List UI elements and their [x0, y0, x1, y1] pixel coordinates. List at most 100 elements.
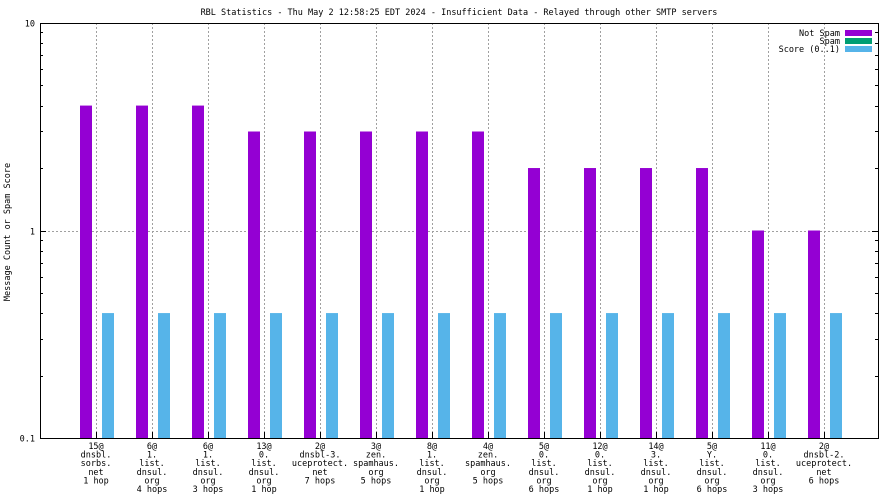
not-spam-bar: [472, 131, 484, 438]
x-tick-label-line: 3@: [371, 442, 381, 452]
score-bar: [158, 313, 170, 438]
x-tick-label-line: org: [368, 468, 383, 478]
not-spam-bar: [192, 105, 204, 439]
x-tick-label-line: 4 hops: [137, 485, 168, 495]
not-spam-bar: [304, 131, 316, 438]
x-tick-label-line: 5@: [707, 442, 717, 452]
x-tick-label-line: dnsbl-3.: [300, 451, 341, 461]
x-tick-label-line: 15@: [88, 442, 103, 452]
x-tick-label-line: 1.: [427, 451, 437, 461]
score-bar: [326, 313, 338, 438]
x-tick-label-line: 5 hops: [473, 476, 504, 486]
x-tick-label-line: 13@: [256, 442, 271, 452]
x-tick-label-line: list.: [251, 459, 277, 469]
x-tick-label-line: dnsul.: [417, 468, 448, 478]
x-tick-label-line: 0.: [595, 451, 605, 461]
x-tick-label-line: spamhaus.: [353, 459, 399, 469]
x-tick-label-line: zen.: [478, 451, 498, 461]
x-tick-label-line: list.: [531, 459, 557, 469]
x-tick-label: 5@ 0. list. dnsul. org 6 hops: [529, 442, 560, 495]
x-tick-label-line: 11@: [760, 442, 775, 452]
x-tick-label-line: 0.: [259, 451, 269, 461]
x-tick-label-line: uceprotect.: [292, 459, 348, 469]
not-spam-bar: [752, 230, 764, 438]
x-tick-label: 6@ 1. list. dnsul. org 3 hops: [193, 442, 224, 495]
x-tick-label-line: dnsul.: [697, 468, 728, 478]
legend-label: Spam: [820, 37, 840, 47]
x-tick-label-line: 3 hops: [193, 485, 224, 495]
x-tick-label-line: net: [88, 468, 103, 478]
x-tick-label-line: net: [312, 468, 327, 478]
y-tick-label: 10: [25, 20, 35, 30]
x-tick-label-line: 5@: [539, 442, 549, 452]
x-tick-label: 2@ dnsbl-3. uceprotect. net 7 hops: [292, 442, 348, 486]
not-spam-bar: [696, 168, 708, 439]
x-tick-label-line: 3.: [651, 451, 661, 461]
x-tick-label-line: org: [144, 476, 159, 486]
x-tick-label-line: zen.: [366, 451, 386, 461]
score-bar: [718, 313, 730, 438]
not-spam-bar: [416, 131, 428, 438]
not-spam-bar: [528, 168, 540, 439]
x-tick-label-line: net: [816, 468, 831, 478]
x-tick-label: 14@ 3. list. dnsul. org 1 hop: [641, 442, 672, 495]
x-tick-label-line: org: [424, 476, 439, 486]
not-spam-bar: [584, 168, 596, 439]
x-tick-label-line: 12@: [592, 442, 607, 452]
x-tick-label-line: dnsbl-2.: [804, 451, 845, 461]
legend-swatch: [845, 30, 872, 36]
x-tick-label-line: dnsul.: [585, 468, 616, 478]
x-tick-label-line: 1 hop: [587, 485, 613, 495]
x-tick-label-line: uceprotect.: [796, 459, 852, 469]
x-tick-label-line: 4@: [483, 442, 493, 452]
score-bar: [270, 313, 282, 438]
x-tick-label-line: list.: [139, 459, 165, 469]
x-tick-label-line: 3 hops: [753, 485, 784, 495]
x-tick-label: 3@ zen. spamhaus. org 5 hops: [353, 442, 399, 486]
score-bar: [830, 313, 842, 438]
x-tick-label-line: list.: [755, 459, 781, 469]
score-bar: [214, 313, 226, 438]
x-tick-label-line: 7 hops: [305, 476, 336, 486]
x-tick-label-line: list.: [419, 459, 445, 469]
x-tick-label-line: org: [760, 476, 775, 486]
legend-label: Score (0..1): [779, 45, 840, 55]
x-tick-label-line: org: [200, 476, 215, 486]
legend-swatch: [845, 38, 872, 44]
x-tick-label-line: 1.: [147, 451, 157, 461]
x-tick-label-line: 1 hop: [419, 485, 445, 495]
x-tick-label-line: 6@: [147, 442, 157, 452]
x-tick-label-line: dnsul.: [641, 468, 672, 478]
x-tick-label-line: org: [480, 468, 495, 478]
x-tick-label-line: org: [536, 476, 551, 486]
x-tick-label: 5@ Y. list. dnsul. org 6 hops: [697, 442, 728, 495]
score-bar: [438, 313, 450, 438]
x-tick-label-line: dnsul.: [529, 468, 560, 478]
x-tick-label-line: dnsul.: [249, 468, 280, 478]
x-tick-label-line: 2@: [819, 442, 829, 452]
x-tick-label-line: dnsul.: [137, 468, 168, 478]
x-tick-label-line: list.: [643, 459, 669, 469]
bars: [80, 105, 842, 439]
not-spam-bar: [640, 168, 652, 439]
score-bar: [662, 313, 674, 438]
x-tick-label: 2@ dnsbl-2. uceprotect. net 6 hops: [796, 442, 852, 486]
x-tick-label-line: spamhaus.: [465, 459, 511, 469]
x-tick-label-line: org: [592, 476, 607, 486]
not-spam-bar: [248, 131, 260, 438]
x-tick-label-line: dnsul.: [753, 468, 784, 478]
score-bar: [494, 313, 506, 438]
score-bar: [382, 313, 394, 438]
x-tick-label: 15@ dnsbl. sorbs. net 1 hop: [81, 442, 112, 486]
x-tick-label: 11@ 0. list. dnsul. org 3 hops: [753, 442, 784, 495]
x-tick-label: 13@ 0. list. dnsul. org 1 hop: [249, 442, 280, 495]
x-tick-label-line: 1 hop: [643, 485, 669, 495]
x-tick-label-line: 6 hops: [697, 485, 728, 495]
x-tick-label-line: 0.: [763, 451, 773, 461]
y-axis-label: Message Count or Spam Score: [3, 163, 13, 301]
x-tick-label-line: org: [256, 476, 271, 486]
x-tick-label-line: list.: [699, 459, 725, 469]
x-tick-label-line: 1 hop: [251, 485, 277, 495]
